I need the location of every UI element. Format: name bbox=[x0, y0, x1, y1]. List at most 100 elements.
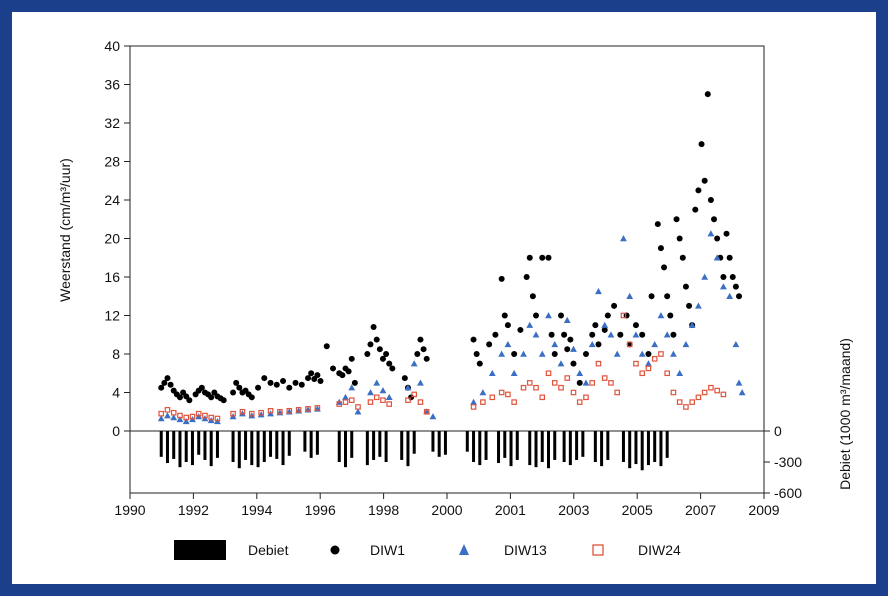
diw24-point bbox=[701, 389, 708, 396]
diw24-point bbox=[620, 312, 627, 319]
diw1-point bbox=[280, 377, 287, 384]
diw1-point bbox=[339, 372, 346, 379]
diw13-point bbox=[342, 393, 349, 401]
debiet-bar bbox=[472, 431, 476, 462]
diw24-point bbox=[367, 399, 374, 405]
diw1-point bbox=[314, 372, 321, 379]
diw13-point bbox=[632, 331, 640, 338]
x-tick-label: 1990 bbox=[114, 502, 145, 518]
diw24-point bbox=[230, 410, 236, 417]
diw1-point bbox=[305, 375, 312, 382]
diw1-point bbox=[379, 355, 386, 362]
x-tick-label: 2001 bbox=[495, 502, 526, 518]
diw1-point bbox=[692, 206, 699, 213]
debiet-bar bbox=[575, 431, 579, 460]
diw13-point bbox=[510, 369, 518, 376]
diw24-point bbox=[633, 360, 639, 367]
diw1-point bbox=[564, 346, 571, 353]
diw24-point bbox=[570, 389, 577, 396]
diw1-point bbox=[323, 343, 330, 350]
diw13-point bbox=[257, 411, 265, 418]
diw1-point bbox=[351, 379, 358, 386]
diw24-point bbox=[651, 356, 658, 362]
diw1-point bbox=[698, 141, 705, 148]
debiet-bar bbox=[303, 431, 307, 452]
diw1-point bbox=[292, 379, 299, 386]
diw1-point bbox=[261, 375, 268, 382]
x-tick-label: 1996 bbox=[305, 502, 336, 518]
diw1-point bbox=[423, 355, 430, 362]
debiet-bar bbox=[275, 431, 279, 459]
debiet-bars bbox=[159, 431, 669, 471]
debiet-bar bbox=[443, 431, 447, 455]
diw24-point bbox=[626, 341, 633, 348]
legend-label: DIW1 bbox=[370, 542, 405, 558]
debiet-bar bbox=[269, 431, 273, 457]
diw1-point bbox=[604, 312, 611, 319]
diw24-point bbox=[295, 407, 302, 413]
diw24-point bbox=[164, 407, 171, 413]
diw13-point bbox=[410, 360, 418, 367]
diw1-point bbox=[729, 274, 736, 280]
diw24-point bbox=[676, 399, 683, 405]
diw24-point bbox=[239, 408, 246, 415]
debiet-bar bbox=[262, 431, 266, 462]
diw1-point bbox=[473, 351, 480, 357]
debiet-bar bbox=[497, 431, 501, 464]
diw24-point bbox=[658, 351, 664, 357]
debiet-bar bbox=[503, 431, 507, 458]
diw1-point bbox=[401, 375, 408, 382]
diw13-point bbox=[379, 387, 387, 394]
debiet-bar bbox=[337, 431, 341, 462]
diw24-point bbox=[664, 370, 670, 377]
diw1-point bbox=[673, 216, 680, 223]
diw1-point bbox=[711, 216, 718, 223]
diw1-point bbox=[670, 331, 677, 338]
x-axis: 1990 1992 1994 1996 1998 2000 2001 2003 2005 2007… bbox=[114, 493, 780, 518]
diw1-point bbox=[364, 351, 371, 357]
diw1-point bbox=[576, 379, 583, 386]
diw1-point bbox=[639, 331, 646, 338]
debiet-bar bbox=[406, 431, 410, 467]
diw13-point bbox=[170, 414, 178, 421]
debiet-bar bbox=[640, 431, 644, 471]
diw1-point bbox=[682, 283, 689, 290]
debiet-bar bbox=[484, 431, 488, 460]
debiet-bar bbox=[209, 431, 213, 467]
diw1-point bbox=[486, 341, 493, 348]
diw24-point bbox=[348, 397, 355, 404]
debiet-bar bbox=[659, 431, 663, 467]
diw1-point bbox=[161, 379, 168, 386]
y-axis-right: 0 -300 -600 bbox=[764, 423, 802, 501]
diw1-point bbox=[230, 389, 237, 396]
diw13-point bbox=[620, 235, 627, 242]
debiet-bar bbox=[437, 431, 441, 457]
diw24-point bbox=[511, 399, 517, 405]
debiet-bar bbox=[646, 431, 650, 466]
x-tick-label: 2009 bbox=[748, 502, 779, 518]
diw1-point bbox=[648, 293, 655, 300]
diw13-point bbox=[701, 273, 709, 280]
y-tick-label: 24 bbox=[104, 192, 120, 208]
diw13-point bbox=[651, 340, 659, 348]
diw24-point bbox=[177, 412, 183, 419]
plot-border bbox=[129, 45, 765, 494]
diw1-point bbox=[567, 336, 574, 343]
diw1-point bbox=[167, 381, 174, 388]
debiet-bar bbox=[165, 431, 169, 464]
diw13-point bbox=[429, 413, 437, 420]
debiet-bar bbox=[621, 431, 625, 462]
debiet-bar bbox=[534, 431, 538, 468]
legend-label: DIW13 bbox=[504, 542, 547, 558]
diw13-point bbox=[626, 292, 634, 299]
debiet-bar bbox=[190, 431, 194, 466]
debiet-bar bbox=[412, 431, 416, 454]
debiet-bar bbox=[562, 431, 566, 462]
diw24-point bbox=[405, 397, 411, 404]
diw1-point bbox=[545, 254, 552, 261]
diw1-point bbox=[529, 293, 536, 300]
diw1-point bbox=[657, 245, 664, 252]
debiet-bar bbox=[315, 431, 319, 455]
diw24-point bbox=[526, 380, 533, 386]
y-tick-label: 16 bbox=[104, 269, 120, 285]
